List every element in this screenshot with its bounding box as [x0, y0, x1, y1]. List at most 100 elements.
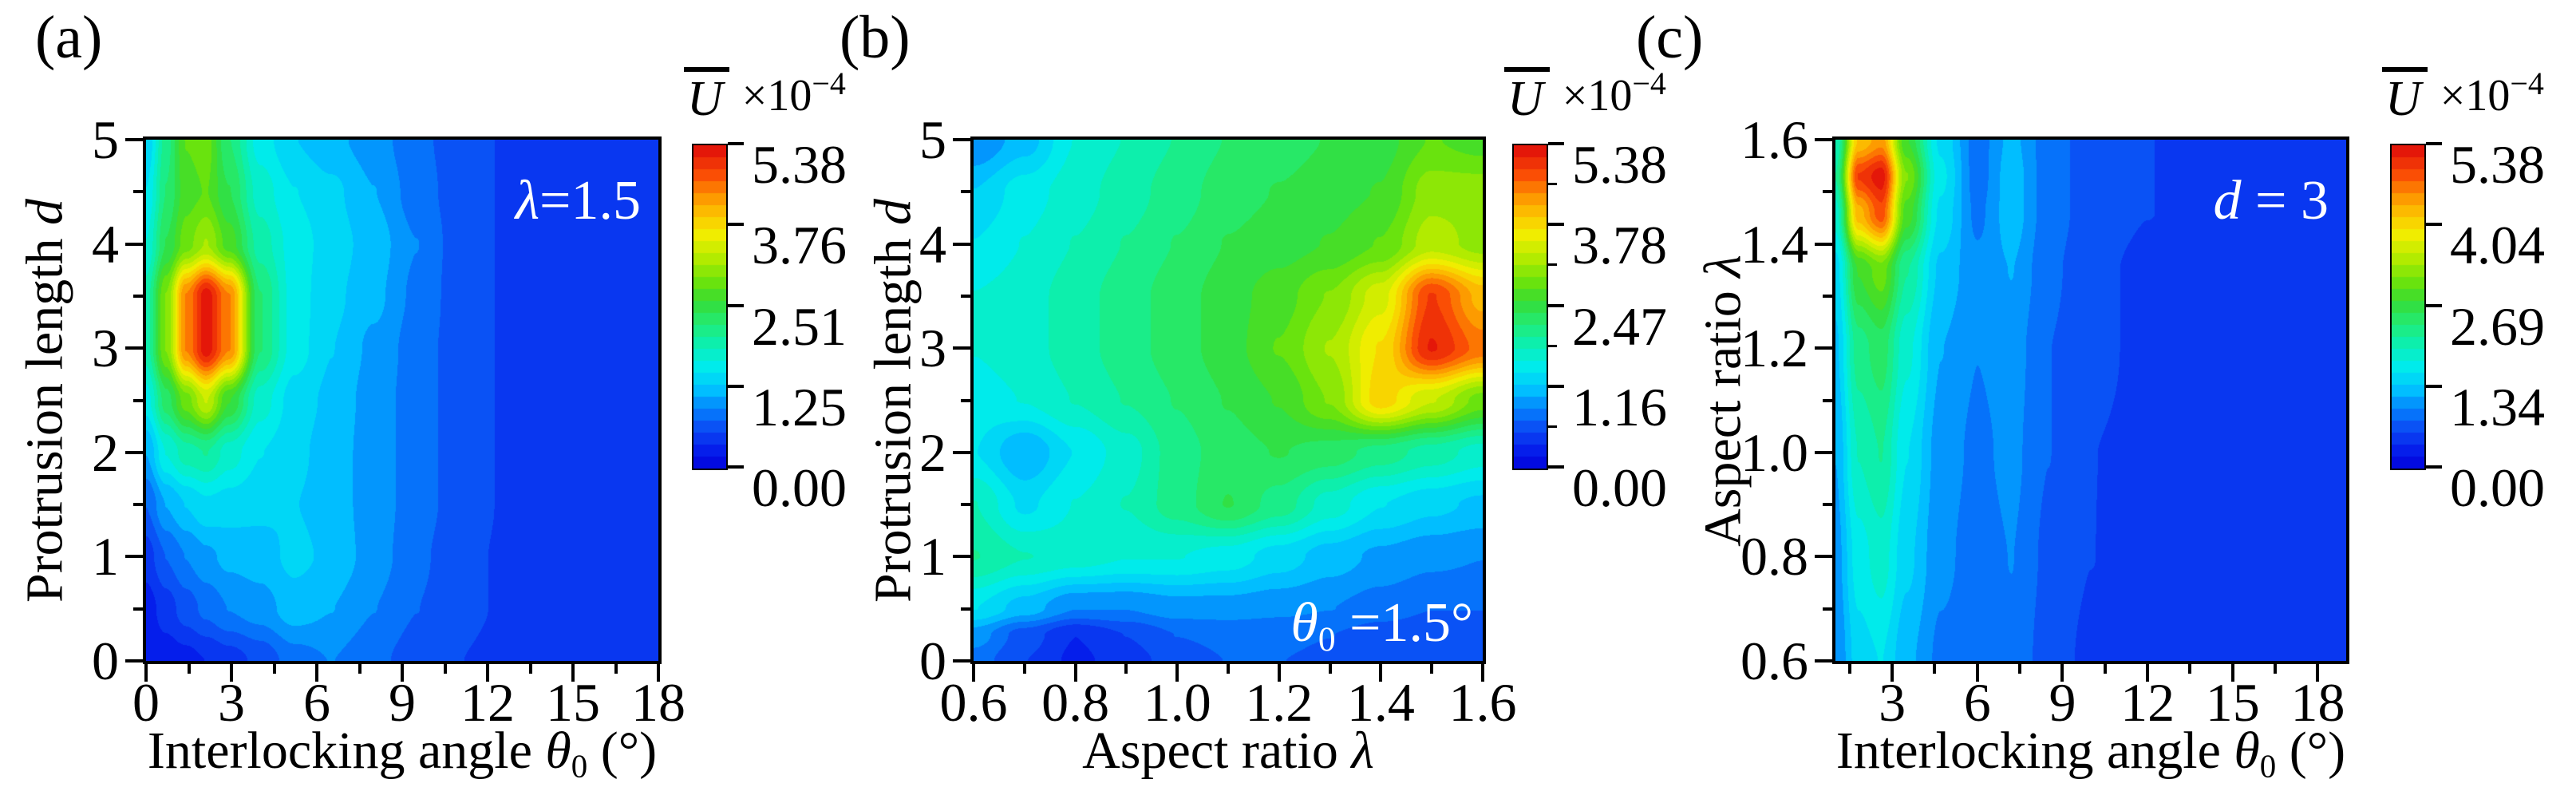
x-minor-tick: [272, 664, 276, 674]
annotation-a: λ=1.5: [516, 173, 641, 235]
x-axis-unit: (°): [2276, 722, 2346, 780]
colorbar-exponent: −4: [2510, 65, 2544, 101]
colorbar-tick: [1548, 384, 1564, 388]
y-tick-label: 1.4: [1740, 213, 1808, 275]
x-minor-tick: [187, 664, 191, 674]
colorbar-tick-label: 0.00: [1572, 457, 1667, 518]
colorbar-exponent: −4: [812, 65, 846, 101]
colorbar-tick-label: 5.38: [752, 134, 847, 195]
y-axis-title-c: Aspect ratio λ: [1693, 255, 1755, 547]
colorbar-tick: [1548, 223, 1564, 227]
y-minor-tick: [961, 190, 970, 194]
y-tick-label: 1.6: [1740, 109, 1808, 170]
panel-label-c: (c): [1636, 4, 1704, 71]
colorbar-tick: [728, 384, 744, 388]
colorbar-tick: [1548, 303, 1564, 307]
colorbar-tick-label: 3.76: [752, 215, 847, 276]
y-minor-tick: [961, 607, 970, 611]
y-minor-tick: [133, 190, 143, 194]
y-major-tick: [125, 346, 143, 350]
x-tick-label: 15: [546, 672, 600, 733]
y-tick-label: 0.8: [1740, 526, 1808, 587]
x-major-tick: [657, 664, 660, 682]
annotation-value: =1.5°: [1335, 592, 1473, 654]
colorbar-canvas-a: [693, 145, 726, 469]
y-major-tick: [1815, 659, 1832, 662]
y-major-tick: [1815, 242, 1832, 246]
x-major-tick: [486, 664, 489, 682]
y-major-tick: [953, 138, 970, 141]
x-tick-label: 1.4: [1346, 672, 1415, 733]
colorbar-tick: [1548, 142, 1564, 145]
x-minor-tick: [1124, 664, 1128, 674]
x-major-tick: [230, 664, 233, 682]
x-major-tick: [2230, 664, 2234, 682]
colorbar-tick-label: 1.25: [752, 376, 847, 437]
colorbar-tick-label: 4.04: [2450, 215, 2545, 276]
y-tick-label: 5: [92, 109, 119, 170]
colorbar-c: [2390, 144, 2426, 470]
colorbar-a: [692, 144, 728, 470]
x-minor-tick: [2018, 664, 2022, 674]
x-major-tick: [1277, 664, 1281, 682]
colorbar-title-c: U ×10−4: [2382, 67, 2544, 124]
x-tick-label: 18: [2290, 672, 2345, 733]
x-major-tick: [1891, 664, 1894, 682]
plot-area-c: d = 3: [1832, 136, 2349, 664]
x-axis-subscript: 0: [2259, 748, 2277, 785]
y-tick-label: 0: [919, 631, 946, 691]
x-tick-label: 12: [460, 672, 515, 733]
y-major-tick: [953, 242, 970, 246]
colorbar-tick-label: 2.69: [2450, 295, 2545, 357]
colorbar-canvas-b: [1514, 145, 1547, 469]
x-minor-tick: [2103, 664, 2107, 674]
colorbar-tick-label: 5.38: [2450, 134, 2545, 195]
y-minor-tick: [961, 503, 970, 507]
y-tick-label: 0: [92, 631, 119, 691]
colorbar-minor-tick: [1548, 183, 1557, 186]
y-major-tick: [953, 555, 970, 559]
colorbar-canvas-c: [2392, 145, 2424, 469]
colorbar-minor-tick: [1548, 263, 1557, 267]
x-major-tick: [2146, 664, 2150, 682]
y-major-tick: [953, 659, 970, 662]
colorbar-tick: [728, 465, 744, 469]
x-axis-title-text: Aspect ratio: [1082, 722, 1352, 780]
colorbar-tick-label: 1.16: [1572, 376, 1667, 437]
colorbar-scale: ×10−4: [1562, 65, 1666, 121]
heatmap-canvas-b: [974, 140, 1483, 661]
y-major-tick: [953, 346, 970, 350]
colorbar-tick: [728, 303, 744, 307]
colorbar-tick-label: 0.00: [752, 457, 847, 518]
x-tick-label: 3: [1879, 672, 1906, 733]
x-major-tick: [1481, 664, 1484, 682]
y-minor-tick: [1823, 294, 1832, 298]
x-axis-title-text: Interlocking angle: [1835, 722, 2234, 780]
x-minor-tick: [2274, 664, 2278, 674]
y-major-tick: [125, 450, 143, 454]
colorbar-tick: [2426, 223, 2442, 227]
x-minor-tick: [528, 664, 532, 674]
y-major-tick: [125, 555, 143, 559]
x-minor-tick: [1022, 664, 1026, 674]
x-major-tick: [1379, 664, 1383, 682]
y-minor-tick: [1823, 503, 1832, 507]
x-minor-tick: [1328, 664, 1332, 674]
x-minor-tick: [1430, 664, 1434, 674]
x-tick-label: 15: [2205, 672, 2260, 733]
x-tick-label: 9: [2049, 672, 2076, 733]
annotation-c: d = 3: [2214, 173, 2329, 235]
x-major-tick: [1073, 664, 1077, 682]
colorbar-tick-label: 2.47: [1572, 295, 1667, 357]
plot-area-b: θ0 =1.5°: [970, 136, 1486, 664]
y-major-tick: [1815, 555, 1832, 559]
y-minor-tick: [1823, 398, 1832, 402]
y-tick-label: 4: [919, 213, 946, 275]
x-major-tick: [1975, 664, 1979, 682]
colorbar-tick-label: 2.51: [752, 295, 847, 357]
y-tick-label: 1.0: [1740, 421, 1808, 483]
colorbar-scale: ×10−4: [2440, 65, 2544, 121]
ubar-symbol: U: [684, 67, 729, 124]
x-axis-symbol: λ: [1351, 722, 1374, 780]
